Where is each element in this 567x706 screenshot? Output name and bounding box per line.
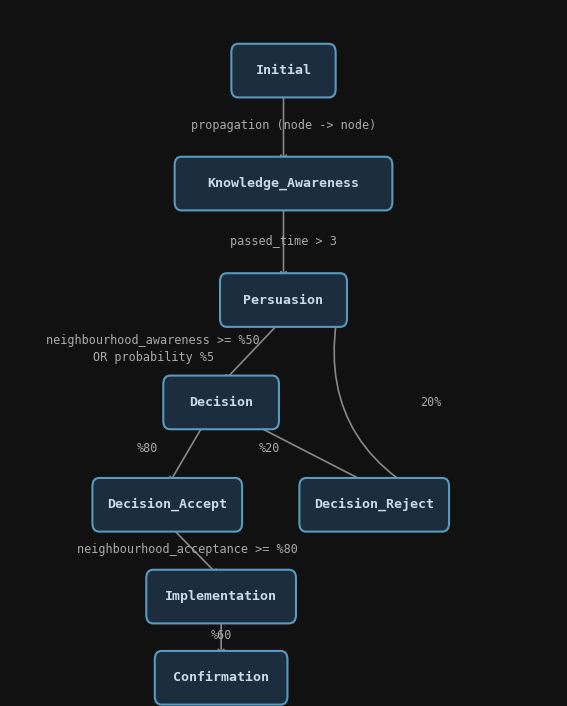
Text: Implementation: Implementation — [165, 590, 277, 603]
Text: Decision_Accept: Decision_Accept — [107, 498, 227, 511]
Text: Decision_Reject: Decision_Reject — [314, 498, 434, 511]
Text: Decision: Decision — [189, 396, 253, 409]
Text: 20%: 20% — [420, 396, 442, 409]
FancyBboxPatch shape — [92, 478, 242, 532]
FancyBboxPatch shape — [146, 570, 296, 623]
Text: Confirmation: Confirmation — [173, 671, 269, 684]
Text: %60: %60 — [210, 629, 232, 642]
Text: propagation (node -> node): propagation (node -> node) — [191, 119, 376, 132]
FancyBboxPatch shape — [231, 44, 336, 97]
Text: neighbourhood_awareness >= %50
OR probability %5: neighbourhood_awareness >= %50 OR probab… — [46, 335, 260, 364]
Text: %80: %80 — [137, 442, 158, 455]
Text: Persuasion: Persuasion — [243, 294, 324, 306]
FancyBboxPatch shape — [299, 478, 449, 532]
Text: passed_time > 3: passed_time > 3 — [230, 235, 337, 248]
FancyBboxPatch shape — [175, 157, 392, 210]
FancyBboxPatch shape — [155, 651, 287, 705]
Text: Knowledge_Awareness: Knowledge_Awareness — [208, 177, 359, 190]
Text: neighbourhood_acceptance >= %80: neighbourhood_acceptance >= %80 — [77, 543, 298, 556]
Text: Initial: Initial — [256, 64, 311, 77]
FancyBboxPatch shape — [220, 273, 347, 327]
Text: %20: %20 — [259, 442, 280, 455]
FancyBboxPatch shape — [163, 376, 279, 429]
